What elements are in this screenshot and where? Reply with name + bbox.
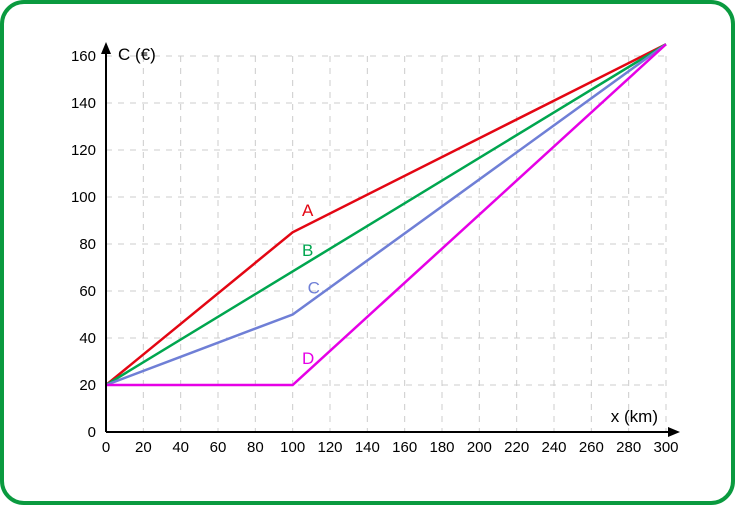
x-tick-label: 160 bbox=[392, 439, 417, 456]
line-chart: ABCD020406080100120140160180200220240260… bbox=[48, 38, 688, 468]
x-tick-label: 40 bbox=[172, 439, 189, 456]
x-tick-label: 180 bbox=[429, 439, 454, 456]
y-tick-label: 80 bbox=[79, 236, 96, 253]
x-tick-label: 120 bbox=[317, 439, 342, 456]
y-tick-label: 0 bbox=[87, 424, 95, 441]
x-tick-label: 260 bbox=[578, 439, 603, 456]
y-tick-label: 100 bbox=[70, 189, 95, 206]
chart-card: ABCD020406080100120140160180200220240260… bbox=[0, 0, 735, 505]
x-tick-label: 100 bbox=[280, 439, 305, 456]
x-axis-label: x (km) bbox=[610, 407, 657, 426]
x-tick-label: 200 bbox=[466, 439, 491, 456]
series-label-D: D bbox=[302, 348, 314, 367]
y-tick-label: 40 bbox=[79, 330, 96, 347]
y-tick-label: 60 bbox=[79, 283, 96, 300]
series-label-C: C bbox=[307, 278, 319, 297]
grid bbox=[106, 56, 666, 432]
x-tick-label: 60 bbox=[209, 439, 226, 456]
x-tick-label: 0 bbox=[101, 439, 109, 456]
x-tick-label: 20 bbox=[134, 439, 151, 456]
y-axis-label: C (€) bbox=[118, 45, 156, 64]
x-tick-label: 280 bbox=[616, 439, 641, 456]
series-label-B: B bbox=[302, 240, 313, 259]
series-label-A: A bbox=[302, 200, 314, 219]
y-tick-label: 140 bbox=[70, 95, 95, 112]
x-tick-label: 240 bbox=[541, 439, 566, 456]
y-tick-label: 120 bbox=[70, 142, 95, 159]
x-tick-label: 80 bbox=[246, 439, 263, 456]
x-tick-label: 140 bbox=[354, 439, 379, 456]
y-tick-label: 160 bbox=[70, 48, 95, 65]
y-tick-label: 20 bbox=[79, 377, 96, 394]
series-B bbox=[106, 44, 666, 385]
x-tick-label: 300 bbox=[653, 439, 678, 456]
axes bbox=[101, 42, 680, 437]
x-tick-label: 220 bbox=[504, 439, 529, 456]
